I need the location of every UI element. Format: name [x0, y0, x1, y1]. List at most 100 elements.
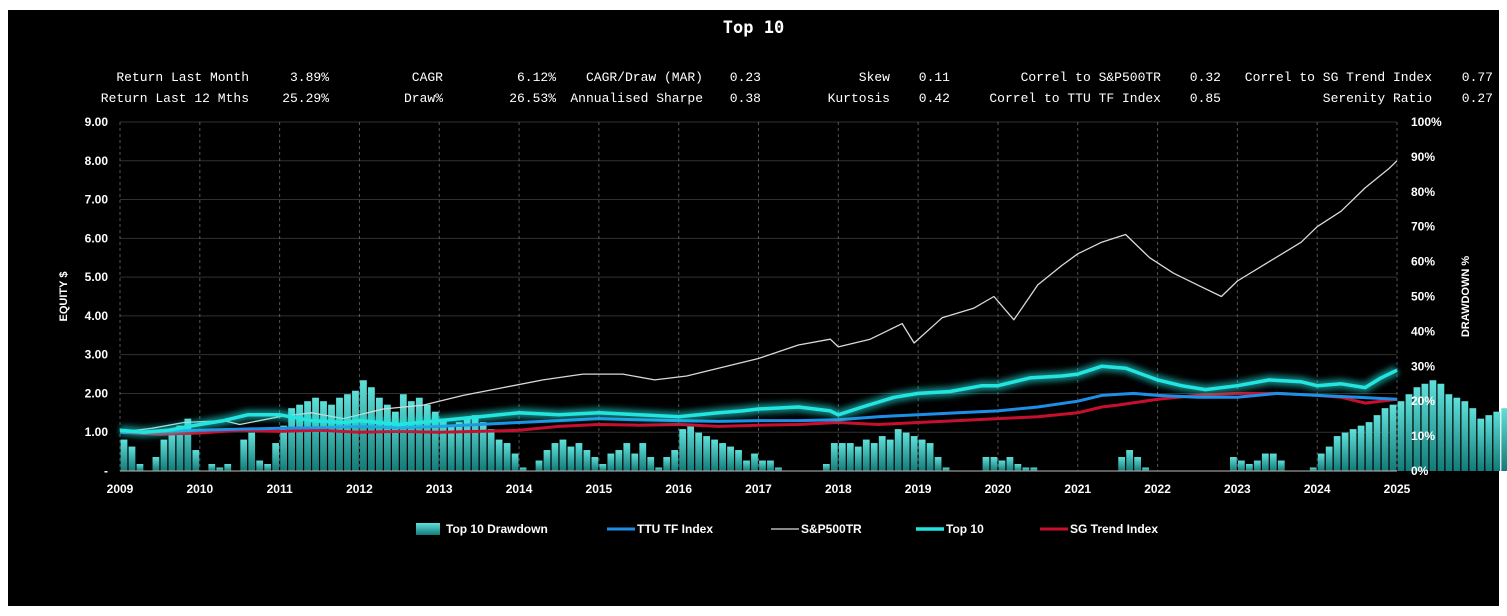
drawdown-bar	[663, 457, 671, 471]
drawdown-bar	[918, 439, 926, 471]
drawdown-bar	[383, 404, 391, 471]
drawdown-bar	[1413, 387, 1421, 471]
drawdown-bar	[599, 464, 607, 471]
drawdown-bar	[982, 457, 990, 471]
stat-correl-sp-value: 0.32	[1189, 70, 1221, 85]
drawdown-bar	[1237, 460, 1245, 471]
drawdown-bar	[1261, 453, 1269, 471]
y-tick-label: 7.00	[85, 193, 109, 207]
drawdown-bar	[1397, 401, 1405, 471]
stat-cagr-draw-label: CAGR/Draw (MAR)	[585, 70, 703, 85]
y-axis-title: EQUITY $	[58, 272, 70, 322]
drawdown-bar	[320, 401, 327, 471]
drawdown-bar	[647, 457, 655, 471]
drawdown-bar	[607, 453, 615, 471]
drawdown-bar	[751, 453, 758, 471]
y-tick-label: 5.00	[85, 270, 109, 284]
drawdown-bar	[1253, 460, 1261, 471]
stat-sharpe-label: Annualised Sharpe	[570, 91, 703, 106]
series-line-top-10	[119, 364, 1398, 434]
drawdown-bar	[1429, 380, 1437, 471]
drawdown-bar	[495, 439, 503, 471]
drawdown-bar	[503, 443, 511, 471]
drawdown-bar	[431, 411, 439, 471]
drawdown-bar	[631, 453, 639, 471]
drawdown-bar	[1309, 467, 1317, 471]
drawdown-bar	[1357, 425, 1365, 471]
drawdown-bar	[910, 436, 918, 471]
drawdown-bar	[926, 443, 934, 471]
drawdown-bar	[1245, 464, 1253, 471]
drawdown-bar	[1477, 418, 1485, 471]
drawdown-bar	[288, 408, 295, 471]
drawdown-bar	[391, 411, 399, 471]
drawdown-bar	[296, 404, 303, 471]
drawdown-bar	[1437, 383, 1445, 471]
drawdown-bar	[447, 425, 455, 471]
drawdown-bar	[1006, 457, 1014, 471]
drawdown-bar	[1373, 415, 1381, 471]
y2-tick-label: 100%	[1411, 115, 1442, 129]
stat-serenity-label: Serenity Ratio	[1322, 91, 1432, 106]
stat-correl-sg-label: Correl to SG Trend Index	[1244, 70, 1432, 85]
drawdown-bar	[719, 443, 726, 471]
drawdown-bar	[1126, 450, 1134, 471]
drawdown-bar	[272, 443, 280, 471]
drawdown-bar	[463, 418, 471, 471]
drawdown-bar	[711, 439, 718, 471]
drawdown-bar	[511, 453, 519, 471]
drawdown-bar	[535, 460, 543, 471]
x-tick-label: 2018	[825, 482, 852, 496]
legend-label: TTU TF Index	[637, 522, 713, 536]
drawdown-bar	[471, 415, 479, 471]
drawdown-bar	[846, 443, 854, 471]
drawdown-bar	[1493, 411, 1501, 471]
drawdown-bar	[1277, 460, 1285, 471]
drawdown-bar	[407, 401, 415, 471]
drawdown-bar	[894, 429, 902, 471]
x-tick-label: 2025	[1384, 482, 1411, 496]
y2-tick-label: 10%	[1411, 429, 1435, 443]
y-tick-label: 3.00	[85, 348, 109, 362]
x-tick-label: 2022	[1144, 482, 1171, 496]
drawdown-bar	[567, 446, 575, 471]
stat-return-last-month-label: Return Last Month	[116, 70, 249, 85]
stat-kurtosis-label: Kurtosis	[827, 91, 890, 106]
drawdown-bar	[998, 460, 1006, 471]
stat-kurtosis-value: 0.42	[918, 91, 950, 106]
stat-skew-value: 0.11	[918, 70, 950, 85]
drawdown-bar	[990, 457, 998, 471]
drawdown-bar	[830, 443, 838, 471]
drawdown-bar	[160, 439, 168, 471]
y2-tick-label: 20%	[1411, 394, 1435, 408]
y-tick-label: -	[104, 464, 108, 478]
x-tick-label: 2024	[1304, 482, 1331, 496]
drawdown-bar	[679, 429, 687, 471]
drawdown-bar	[1341, 432, 1349, 471]
drawdown-bar	[695, 432, 703, 471]
legend-label: SG Trend Index	[1070, 522, 1158, 536]
drawdown-bar	[1453, 397, 1461, 471]
drawdown-bar	[551, 443, 559, 471]
y-tick-label: 4.00	[85, 309, 109, 323]
x-tick-label: 2019	[905, 482, 932, 496]
drawdown-bar	[1325, 446, 1333, 471]
drawdown-bar	[264, 464, 272, 471]
y2-tick-label: 60%	[1411, 255, 1435, 269]
stat-serenity-value: 0.27	[1461, 91, 1493, 106]
drawdown-bar	[1421, 383, 1429, 471]
drawdown-bar	[224, 464, 232, 471]
x-tick-label: 2011	[267, 482, 293, 496]
drawdown-bar	[216, 467, 224, 471]
drawdown-bar	[583, 450, 591, 471]
drawdown-bar	[591, 457, 599, 471]
drawdown-bar	[743, 460, 750, 471]
x-tick-label: 2020	[985, 482, 1012, 496]
drawdown-bar	[487, 429, 495, 471]
y-tick-label: 1.00	[85, 425, 109, 439]
series-lines	[119, 160, 1400, 438]
drawdown-bar	[152, 457, 160, 471]
drawdown-bar	[902, 432, 910, 471]
stat-return-last-12-label: Return Last 12 Mths	[100, 91, 249, 106]
